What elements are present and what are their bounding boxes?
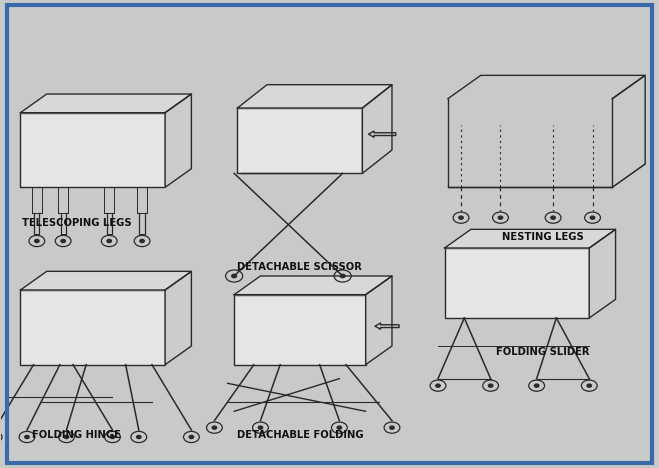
Circle shape (551, 216, 556, 219)
Polygon shape (445, 229, 616, 248)
Circle shape (136, 435, 141, 439)
Polygon shape (366, 276, 392, 365)
Circle shape (110, 435, 115, 439)
Circle shape (140, 240, 144, 242)
Polygon shape (362, 85, 392, 173)
Circle shape (534, 384, 539, 387)
Polygon shape (165, 271, 191, 365)
Circle shape (64, 435, 69, 439)
Text: TELESCOPING LEGS: TELESCOPING LEGS (22, 218, 131, 227)
Circle shape (232, 274, 237, 278)
Text: FOLDING SLIDER: FOLDING SLIDER (496, 347, 590, 357)
Circle shape (337, 426, 341, 429)
Polygon shape (165, 94, 191, 187)
Bar (234, 295, 366, 365)
Circle shape (107, 240, 111, 242)
Polygon shape (20, 94, 191, 113)
Bar (20, 113, 165, 187)
Bar (237, 108, 362, 173)
Circle shape (488, 384, 493, 387)
Circle shape (25, 435, 29, 439)
Circle shape (590, 216, 595, 219)
Text: DETACHABLE SCISSOR: DETACHABLE SCISSOR (237, 262, 362, 272)
Text: FOLDING HINGE: FOLDING HINGE (32, 430, 121, 440)
Circle shape (258, 426, 263, 429)
Circle shape (436, 384, 440, 387)
Circle shape (35, 240, 39, 242)
Polygon shape (20, 271, 191, 290)
Circle shape (189, 435, 194, 439)
Circle shape (587, 384, 592, 387)
Polygon shape (234, 276, 392, 295)
Circle shape (389, 426, 394, 429)
Circle shape (212, 426, 217, 429)
Polygon shape (237, 85, 392, 108)
Circle shape (498, 216, 503, 219)
Circle shape (340, 274, 345, 278)
Text: NESTING LEGS: NESTING LEGS (502, 232, 584, 241)
Circle shape (459, 216, 463, 219)
Text: DETACHABLE FOLDING: DETACHABLE FOLDING (237, 430, 363, 440)
Circle shape (61, 240, 65, 242)
Bar (445, 248, 589, 318)
Bar (20, 290, 165, 365)
Polygon shape (589, 229, 616, 318)
